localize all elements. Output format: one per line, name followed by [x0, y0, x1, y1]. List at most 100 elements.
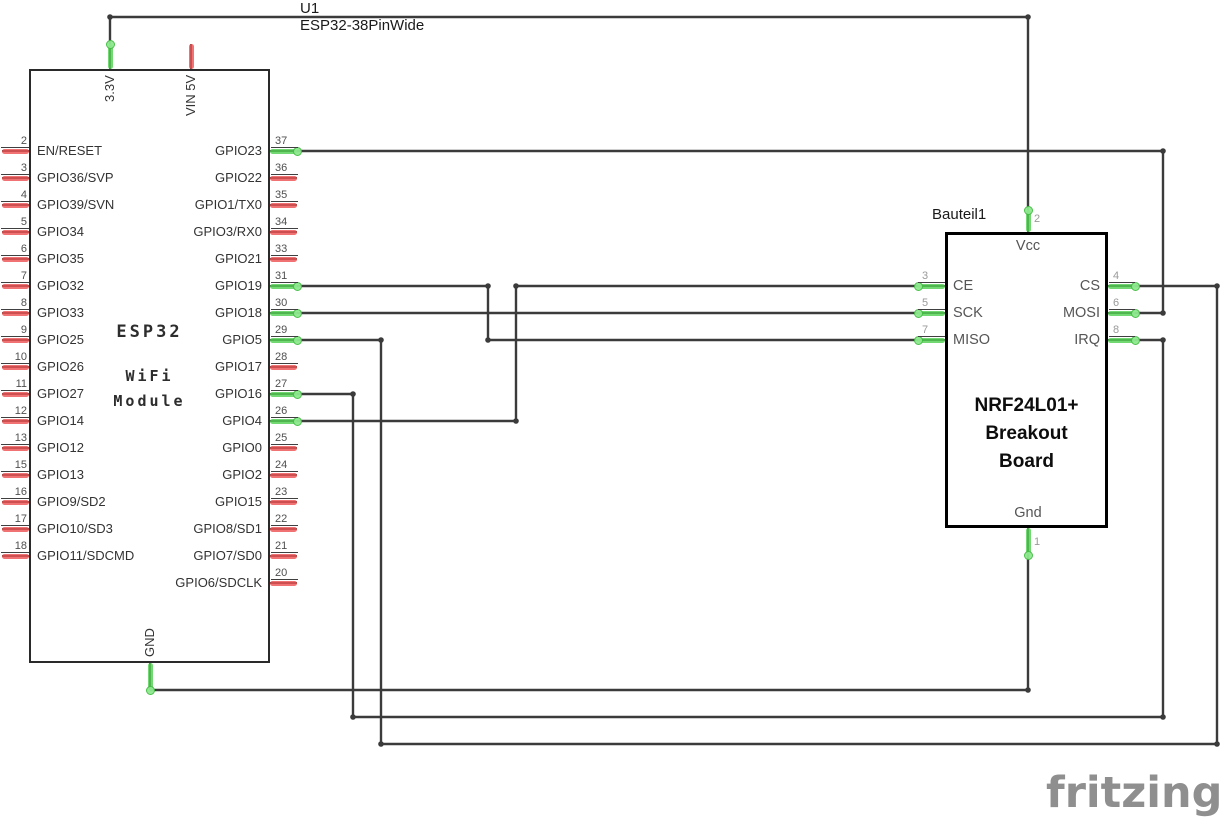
pin-esp32-gpio25-number: 9: [1, 324, 29, 337]
nrf24-chip-body[interactable]: [945, 232, 1108, 528]
pin-nrf24-irq-number: 8: [1109, 324, 1135, 337]
pin-esp32-gpio3-rx0[interactable]: [270, 229, 297, 235]
pin-esp32-gpio32-highlight: [2, 283, 29, 289]
pin-nrf24-mosi-label: MOSI: [1062, 305, 1100, 321]
pin-esp32-gpio13-number: 15: [1, 459, 29, 472]
pin-esp32-gpio4-label: GPIO4: [222, 413, 262, 428]
pin-nrf24-cs-label: CS: [1079, 278, 1100, 294]
wire-gpio5-to-cs-bendpoint[interactable]: [378, 741, 384, 747]
pin-esp32-gpio10-sd3[interactable]: [2, 526, 29, 532]
wire-gpio16-to-irq[interactable]: [297, 338, 1165, 719]
pin-esp32-gpio21[interactable]: [270, 256, 297, 262]
wire-gpio5-to-cs-bendpoint[interactable]: [1214, 283, 1220, 289]
pin-esp32-gpio8-sd1[interactable]: [270, 526, 297, 532]
pin-esp32-vin-5v[interactable]: [188, 44, 194, 69]
pin-esp32-gpio27[interactable]: [2, 391, 29, 397]
pin-nrf24-sck[interactable]: [918, 310, 945, 316]
pin-esp32-gpio2[interactable]: [270, 472, 297, 478]
pin-esp32-gpio36-svp-label: GPIO36/SVP: [37, 170, 114, 185]
pin-esp32-gnd-label: GND: [142, 628, 157, 657]
pin-nrf24-ce[interactable]: [918, 283, 945, 289]
pin-nrf24-cs[interactable]: [1108, 283, 1135, 289]
pin-esp32-gpio17-highlight: [270, 364, 297, 370]
pin-esp32-gpio14[interactable]: [2, 418, 29, 424]
pin-esp32-en-reset[interactable]: [2, 148, 29, 154]
esp32-subtitle-line1: WiFi: [125, 367, 174, 385]
wire-gpio16-to-irq-bendpoint[interactable]: [1160, 714, 1166, 720]
wire-gpio4-to-ce-bendpoint[interactable]: [513, 283, 519, 289]
pin-nrf24-cs-endpoint: [1130, 281, 1140, 291]
pin-esp32-gpio0-highlight: [270, 445, 297, 451]
pin-esp32-gpio11-sdcmd[interactable]: [2, 553, 29, 559]
wire-3v3-to-vcc-bendpoint[interactable]: [107, 14, 113, 20]
nrf24-refdes-label: Bauteil1: [932, 206, 987, 223]
pin-esp32-gpio1-tx0[interactable]: [270, 202, 297, 208]
pin-esp32-gpio33[interactable]: [2, 310, 29, 316]
wire-gpio23-to-mosi[interactable]: [297, 149, 1165, 315]
pin-esp32-gpio6-sdclk[interactable]: [270, 580, 297, 586]
pin-esp32-gpio5[interactable]: [270, 337, 297, 343]
wire-3v3-to-vcc[interactable]: [108, 15, 1030, 210]
wire-gpio5-to-cs[interactable]: [297, 284, 1219, 746]
pin-esp32-gpio12[interactable]: [2, 445, 29, 451]
pin-esp32-gpio26[interactable]: [2, 364, 29, 370]
pin-esp32-gpio9-sd2-label: GPIO9/SD2: [37, 494, 106, 509]
pin-esp32-gpio23[interactable]: [270, 148, 297, 154]
pin-esp32-gpio0[interactable]: [270, 445, 297, 451]
pin-esp32-gpio16[interactable]: [270, 391, 297, 397]
pin-nrf24-mosi[interactable]: [1108, 310, 1135, 316]
pin-esp32-gpio22[interactable]: [270, 175, 297, 181]
pin-esp32-gpio21-number: 33: [271, 243, 298, 256]
pin-esp32-gpio3-rx0-label: GPIO3/RX0: [193, 224, 262, 239]
pin-esp32-gpio16-highlight: [270, 391, 297, 397]
pin-esp32-vin-5v-highlight: [188, 44, 194, 69]
pin-nrf24-irq[interactable]: [1108, 337, 1135, 343]
pin-esp32-gpio25[interactable]: [2, 337, 29, 343]
pin-esp32-gpio34[interactable]: [2, 229, 29, 235]
pin-esp32-gpio35[interactable]: [2, 256, 29, 262]
wire-gnd-to-gnd-bendpoint[interactable]: [1025, 687, 1031, 693]
pin-esp32-gpio7-sd0[interactable]: [270, 553, 297, 559]
pin-nrf24-gnd[interactable]: [1025, 528, 1031, 555]
wire-gpio5-to-cs-bendpoint[interactable]: [1214, 741, 1220, 747]
pin-esp32-gpio18[interactable]: [270, 310, 297, 316]
pin-esp32-gpio18-label: GPIO18: [215, 305, 262, 320]
pin-esp32-gpio4[interactable]: [270, 418, 297, 424]
wire-gpio19-to-miso-bendpoint[interactable]: [485, 337, 491, 343]
pin-esp32-gpio13[interactable]: [2, 472, 29, 478]
pin-esp32-gpio9-sd2-number: 16: [1, 486, 29, 499]
wire-gpio4-to-ce[interactable]: [297, 284, 918, 423]
wire-gpio16-to-irq-bendpoint[interactable]: [350, 714, 356, 720]
pin-nrf24-mosi-highlight: [1108, 310, 1135, 316]
pin-esp32-gpio13-label: GPIO13: [37, 467, 84, 482]
pin-esp32-gpio19-highlight: [270, 283, 297, 289]
pin-esp32-gpio14-highlight: [2, 418, 29, 424]
wire-gpio4-to-ce-bendpoint[interactable]: [513, 418, 519, 424]
pin-nrf24-vcc[interactable]: [1025, 210, 1031, 232]
pin-esp32-gpio39-svn[interactable]: [2, 202, 29, 208]
wire-gpio5-to-cs-bendpoint[interactable]: [378, 337, 384, 343]
pin-esp32-gpio19[interactable]: [270, 283, 297, 289]
wire-gpio23-to-mosi-bendpoint[interactable]: [1160, 310, 1166, 316]
pin-esp32-3-3v[interactable]: [107, 44, 113, 69]
pin-esp32-gpio5-label: GPIO5: [222, 332, 262, 347]
wire-gpio23-to-mosi-bendpoint[interactable]: [1160, 148, 1166, 154]
pin-esp32-gnd[interactable]: [147, 663, 153, 690]
wire-gpio19-to-miso-bendpoint[interactable]: [485, 283, 491, 289]
wire-gpio16-to-irq-bendpoint[interactable]: [350, 391, 356, 397]
pin-nrf24-miso[interactable]: [918, 337, 945, 343]
wire-gpio16-to-irq-bendpoint[interactable]: [1160, 337, 1166, 343]
pin-esp32-gpio17[interactable]: [270, 364, 297, 370]
fritzing-logo: fritzing: [1046, 768, 1222, 818]
pin-esp32-gpio9-sd2[interactable]: [2, 499, 29, 505]
esp32-chip-body[interactable]: [29, 69, 270, 663]
pin-nrf24-cs-number: 4: [1109, 270, 1135, 283]
pin-esp32-gpio5-highlight: [270, 337, 297, 343]
pin-esp32-gpio39-svn-label: GPIO39/SVN: [37, 197, 115, 212]
pin-esp32-gpio36-svp[interactable]: [2, 175, 29, 181]
pin-esp32-gpio22-number: 36: [271, 162, 298, 175]
pin-esp32-gpio15[interactable]: [270, 499, 297, 505]
pin-esp32-gpio32[interactable]: [2, 283, 29, 289]
pin-esp32-gpio22-label: GPIO22: [215, 170, 262, 185]
wire-3v3-to-vcc-bendpoint[interactable]: [1025, 14, 1031, 20]
